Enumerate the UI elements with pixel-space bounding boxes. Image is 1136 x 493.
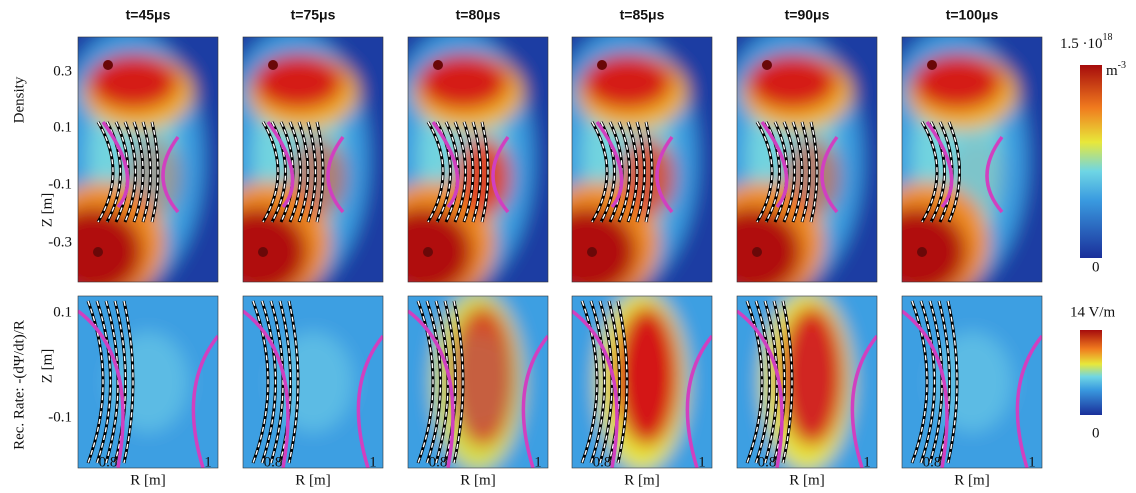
x-axis-label: R [m] <box>624 472 659 488</box>
panel-frame <box>736 295 878 469</box>
y-tick-label: -0.1 <box>48 176 72 192</box>
panel-frame <box>571 36 713 283</box>
panel-frame <box>242 36 384 283</box>
column-title: t=80μs <box>456 7 501 23</box>
heatmap-panel <box>737 37 877 282</box>
x-axis-label: R [m] <box>954 472 989 488</box>
column-title: t=100μs <box>946 7 999 23</box>
y-tick-label: 0.3 <box>53 63 72 79</box>
column-title: t=90μs <box>785 7 830 23</box>
x-tick-label: 1 <box>698 454 706 470</box>
heatmap-panel <box>243 37 383 282</box>
x-axis-label: R [m] <box>130 472 165 488</box>
colorbar-min: 0 <box>1092 425 1100 441</box>
panel-frame <box>77 36 219 283</box>
x-tick-label: 0.8 <box>264 454 283 470</box>
row-label: Rec. Rate: -(dΨ/dt)/R <box>11 320 27 450</box>
x-tick-label: 1 <box>534 454 542 470</box>
colorbar-max: 1.5 ·1018 <box>1060 32 1113 52</box>
panel-frame <box>242 295 384 469</box>
y-tick-label: 0.1 <box>53 304 72 320</box>
x-tick-label: 1 <box>369 454 377 470</box>
x-tick-label: 0.8 <box>593 454 612 470</box>
x-tick-label: 0.8 <box>758 454 777 470</box>
x-tick-label: 1 <box>204 454 212 470</box>
heatmap-panel <box>78 37 218 282</box>
panel-frame <box>901 295 1043 469</box>
heatmap-panel <box>243 296 383 468</box>
heatmap-panel <box>572 37 712 282</box>
heatmap-panel <box>902 37 1042 282</box>
y-axis-label: Z [m] <box>39 349 55 384</box>
panel-frame <box>407 295 549 469</box>
panel-frame <box>901 36 1043 283</box>
y-tick-label: -0.1 <box>48 409 72 425</box>
heatmap-panel <box>902 296 1042 468</box>
x-axis-label: R [m] <box>460 472 495 488</box>
heatmap-panel <box>737 296 877 468</box>
panel-frame <box>571 295 713 469</box>
heatmap-panel <box>78 296 218 468</box>
colorbar <box>1080 330 1102 415</box>
row-label: Density <box>11 76 27 123</box>
heatmap-panel <box>408 296 548 468</box>
colorbar-min: 0 <box>1092 259 1100 275</box>
x-axis-label: R [m] <box>295 472 330 488</box>
colorbar-max: 14 V/m <box>1070 304 1115 320</box>
x-tick-label: 0.8 <box>429 454 448 470</box>
column-title: t=75μs <box>291 7 336 23</box>
panel-frame <box>736 36 878 283</box>
heatmap-panel <box>572 296 712 468</box>
x-tick-label: 0.8 <box>923 454 942 470</box>
panel-frame <box>77 295 219 469</box>
heatmap-panel <box>408 37 548 282</box>
panel-frame <box>407 36 549 283</box>
x-axis-label: R [m] <box>789 472 824 488</box>
y-tick-label: 0.1 <box>53 119 72 135</box>
x-tick-label: 1 <box>863 454 871 470</box>
colorbar-unit: m-3 <box>1106 60 1126 79</box>
column-title: t=45μs <box>126 7 171 23</box>
column-title: t=85μs <box>620 7 665 23</box>
y-tick-label: -0.3 <box>48 234 72 250</box>
y-axis-label: Z [m] <box>39 193 55 228</box>
colorbar <box>1080 65 1102 258</box>
x-tick-label: 0.8 <box>99 454 118 470</box>
x-tick-label: 1 <box>1028 454 1036 470</box>
